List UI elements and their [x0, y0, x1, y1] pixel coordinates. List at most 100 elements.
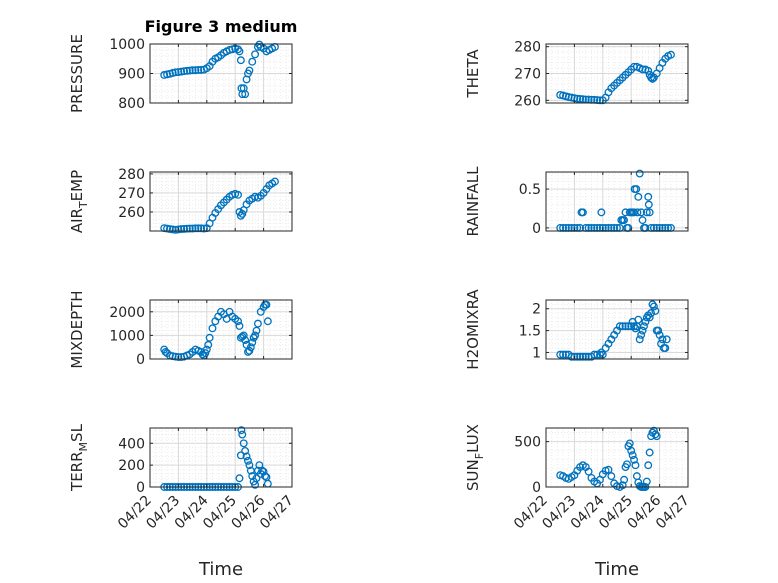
sun_flux-point	[644, 461, 653, 470]
air_temp-point	[168, 225, 177, 234]
theta-point	[630, 62, 638, 71]
rainfall-minor-grid	[546, 172, 688, 231]
rainfall-axes-box	[545, 171, 689, 232]
air_temp-point	[165, 225, 174, 234]
sun_flux-ylabel-main: SUN	[464, 459, 482, 491]
sun_flux-point	[645, 448, 654, 457]
h2omixra-point	[640, 322, 648, 331]
theta-series	[556, 50, 675, 105]
air_temp-point	[182, 224, 191, 233]
rainfall-point	[638, 216, 647, 225]
terr_msl-point	[236, 451, 245, 460]
rainfall-point	[645, 208, 654, 217]
sun_flux-point	[642, 477, 651, 486]
pressure-point	[236, 56, 245, 65]
rainfall-ytick-label: 0	[532, 221, 541, 237]
terr_msl-point	[245, 461, 254, 470]
pressure-point	[188, 66, 197, 75]
mixdepth-point	[241, 336, 250, 345]
pressure-ylabel: PRESSURE	[68, 34, 86, 113]
h2omixra-series	[556, 300, 671, 361]
air_temp-point	[188, 224, 197, 233]
theta-point	[556, 91, 565, 99]
h2omixra-point	[570, 352, 579, 361]
rainfall-ylabel-main: RAINFALL	[464, 166, 482, 237]
air_temp-point	[194, 224, 203, 233]
mixdepth-axes: 0 1000 2000 MIXDEPTH	[68, 290, 293, 369]
pressure-axes: 800 900 1000 PRESSURE Figure 3 medium	[68, 17, 297, 113]
air_temp-point	[174, 225, 183, 234]
air_temp-ylabel: AIRTEMP	[68, 170, 90, 233]
h2omixra-minor-grid	[546, 299, 688, 359]
pressure-ytick-label: 900	[118, 67, 145, 83]
h2omixra-point	[634, 315, 643, 324]
sun_flux-axes-box	[545, 427, 689, 488]
air_temp-axes-box	[149, 171, 293, 232]
mixdepth-ytick-label: 1000	[109, 328, 145, 344]
mixdepth-point	[239, 331, 248, 340]
pressure-point	[174, 68, 183, 76]
theta-ylabel-main: THETA	[464, 49, 482, 99]
h2omixra-point	[658, 335, 667, 344]
sun_flux-point	[607, 472, 616, 481]
terr_msl-xlabel: Time	[198, 559, 243, 580]
rainfall-point	[644, 200, 653, 209]
h2omixra-point	[581, 352, 590, 361]
terr_msl-point	[238, 430, 247, 439]
terr_msl-point	[242, 452, 251, 461]
terr_msl-axes-box	[149, 427, 293, 488]
theta-ytick-label: 270	[514, 67, 541, 83]
sun_flux-point	[652, 432, 661, 441]
pressure-point	[180, 67, 189, 76]
sun_flux-point	[625, 439, 634, 448]
theta-point	[573, 94, 582, 103]
air_temp-point	[238, 209, 247, 218]
rainfall-point	[644, 192, 653, 201]
mixdepth-point	[235, 322, 244, 330]
air_temp-point	[197, 224, 206, 233]
mixdepth-ytick-label: 2000	[109, 305, 145, 321]
pressure-point	[185, 66, 194, 75]
mixdepth-point	[251, 331, 260, 340]
theta-point	[638, 65, 647, 74]
mixdepth-ylabel-main: MIXDEPTH	[68, 290, 86, 368]
mixdepth-ylabel: MIXDEPTH	[68, 290, 86, 368]
rainfall-point	[634, 192, 643, 201]
air_temp-point	[185, 224, 194, 233]
h2omixra-point	[649, 302, 658, 311]
sun_flux-ytick-label: 500	[514, 435, 541, 451]
pressure-point	[251, 50, 260, 59]
sun_flux-point	[630, 455, 638, 464]
pressure-ytick-label: 1000	[109, 37, 145, 53]
sun_flux-ytick-label: 0	[532, 480, 541, 496]
h2omixra-point	[637, 331, 646, 339]
rainfall-ylabel: RAINFALL	[464, 166, 482, 237]
mixdepth-point	[246, 343, 255, 352]
h2omixra-point	[590, 350, 599, 359]
air_temp-axes: 260 270 280 AIRTEMP	[68, 167, 293, 234]
sun_flux-point	[604, 465, 613, 474]
h2omixra-ytick-label: 1	[532, 345, 541, 361]
mixdepth-point	[263, 317, 272, 326]
rainfall-point	[642, 208, 651, 217]
h2omixra-point	[624, 322, 633, 331]
rainfall-plot-area	[546, 172, 688, 231]
mixdepth-axes-box	[149, 299, 293, 360]
pressure-point	[241, 90, 250, 99]
theta-point	[644, 66, 653, 75]
h2omixra-point	[645, 313, 654, 322]
terr_msl-ytick-label: 0	[136, 480, 145, 496]
sun_flux-axes: 050004/2204/2304/2404/2504/2604/27TimeSU…	[464, 424, 693, 580]
mixdepth-point	[234, 317, 242, 326]
terr_msl-point	[252, 474, 261, 483]
h2omixra-ylabel: H2OMIXRA	[464, 289, 482, 370]
terr_msl-axes: 020040004/2204/2304/2404/2504/2604/27Tim…	[68, 423, 297, 580]
air_temp-ylabel-sub: T	[77, 201, 90, 209]
mixdepth-point	[262, 300, 271, 309]
terr_msl-ylabel-main: TERR	[68, 451, 86, 492]
theta-point	[576, 95, 585, 103]
h2omixra-point	[627, 322, 636, 331]
theta-point	[564, 93, 573, 102]
pressure-point	[182, 66, 191, 75]
